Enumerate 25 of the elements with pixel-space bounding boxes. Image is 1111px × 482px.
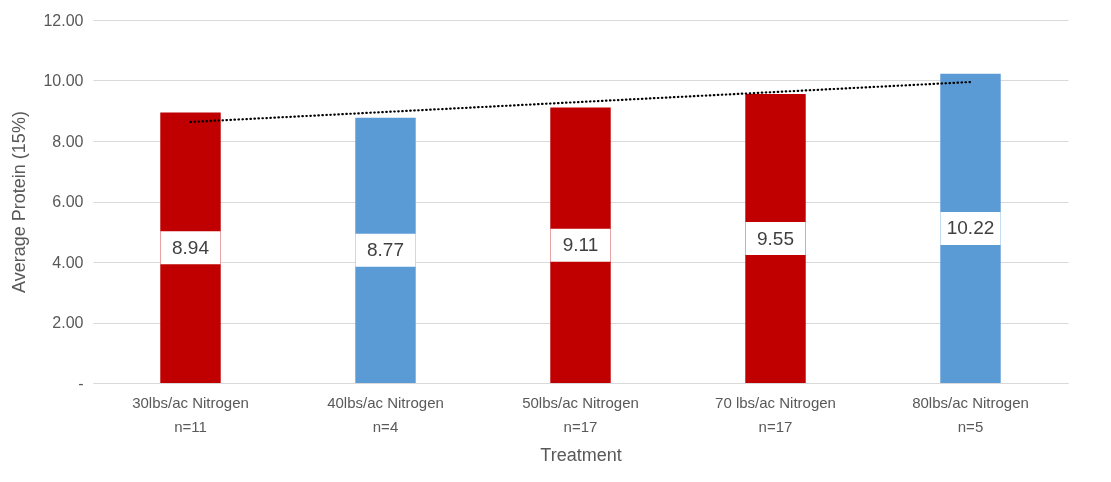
y-tick-label: 6.00	[52, 193, 84, 210]
bar	[355, 117, 416, 383]
data-label: 10.22	[946, 217, 995, 239]
data-label: 9.11	[562, 234, 599, 256]
bar	[940, 73, 1001, 383]
data-label: 9.55	[757, 227, 794, 249]
x-tick-label: 70 lbs/ac Nitrogen n=17	[715, 393, 836, 435]
x-tick-label: 40lbs/ac Nitrogen n=4	[327, 393, 444, 435]
line-series	[189, 80, 972, 124]
bar	[745, 94, 806, 383]
y-tick-label: 12.00	[43, 11, 84, 29]
x-tick-label: 50lbs/ac Nitrogen n=17	[522, 393, 639, 435]
x-tick-label: 30lbs/ac Nitrogen n=11	[132, 393, 249, 435]
y-tick-label: 4.00	[52, 253, 84, 271]
data-label: 8.94	[172, 236, 210, 258]
y-tick-label: 8.00	[52, 132, 84, 150]
y-tick-label: 2.00	[52, 314, 84, 331]
bar	[160, 112, 221, 383]
y-tick-label: -	[78, 374, 84, 392]
data-label: 8.77	[367, 239, 404, 261]
bar	[550, 107, 611, 383]
x-axis-title: Treatment	[540, 444, 622, 465]
y-axis-title: Average Protein (15%)	[9, 111, 30, 293]
y-tick-label: 10.00	[43, 72, 84, 89]
x-tick-label: 80lbs/ac Nitrogen n=5	[912, 393, 1029, 435]
